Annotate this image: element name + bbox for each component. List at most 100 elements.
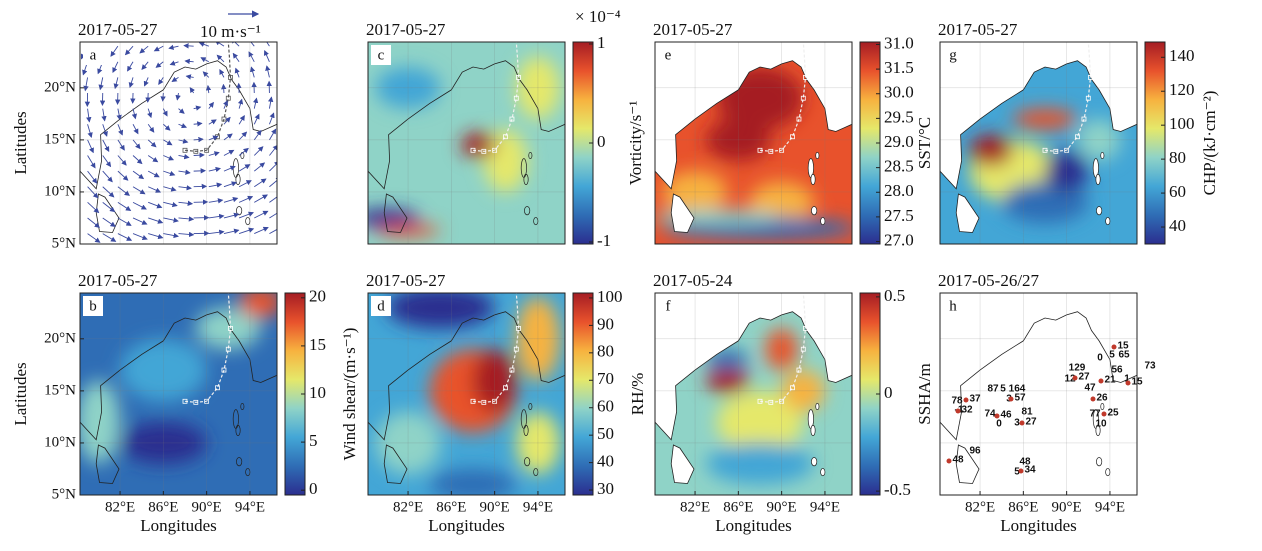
station-label: 3 <box>1014 418 1020 429</box>
track-point <box>470 398 476 404</box>
track-point <box>779 398 785 404</box>
wind-arrow <box>237 98 244 109</box>
track-point <box>182 147 188 153</box>
wind-arrow <box>87 139 94 154</box>
track-point <box>193 399 199 405</box>
track-point <box>1081 116 1087 122</box>
land <box>655 293 852 440</box>
station-label: 26 <box>1096 393 1108 404</box>
colorbar-tick-label: 10 <box>309 383 326 402</box>
track-point <box>790 134 795 140</box>
field-blob <box>705 367 750 393</box>
wind-arrow <box>208 213 225 220</box>
colorbar-tick-label: 5 <box>309 431 318 450</box>
x-tick-label: 86°E <box>436 499 466 515</box>
track-point <box>481 148 487 154</box>
island <box>383 193 408 233</box>
island <box>383 444 408 484</box>
wind-arrow <box>117 233 133 241</box>
wind-arrow <box>117 170 129 181</box>
track-point <box>757 398 763 404</box>
colorbar-tick-label: 27.0 <box>884 230 914 249</box>
x-axis-label: Longitudes <box>1000 516 1077 535</box>
station-dot <box>1008 396 1014 402</box>
track-point <box>516 75 521 80</box>
station-dot <box>994 413 1000 419</box>
y-axis-label: Latitudes <box>11 111 30 174</box>
wind-arrow <box>221 83 227 94</box>
wind-arrow <box>219 69 225 78</box>
station-label: 10 <box>1095 419 1107 430</box>
wind-arrow <box>147 155 159 163</box>
map-body <box>655 42 852 244</box>
y-tick-label: 15°N <box>44 131 76 147</box>
station-label: 27 <box>1078 372 1090 383</box>
field-blob <box>429 468 517 495</box>
island <box>523 424 529 436</box>
wind-arrow <box>238 115 245 125</box>
wind-arrow <box>232 52 240 63</box>
wind-arrow <box>253 113 260 125</box>
island <box>811 457 818 467</box>
panel: b 2017-05-27 5°N 10°N 15°N 20°N 82°E 86°E 90°E 94… <box>11 271 359 535</box>
track-point <box>803 75 808 80</box>
wind-arrow <box>160 92 166 102</box>
wind-arrow <box>216 54 225 63</box>
colorbar-label: SST/°C <box>915 117 934 169</box>
wind-arrow <box>234 67 240 78</box>
wind-arrow <box>178 200 194 207</box>
wind-arrow <box>163 201 178 208</box>
colorbar-tick-label: 15 <box>309 335 326 354</box>
track-point <box>481 399 487 405</box>
y-tick-label: 5°N <box>52 235 76 251</box>
wind-arrow <box>200 57 210 63</box>
panel: a 2017-05-27 5°N 10°N 15°N 20°N Latitudes <box>11 20 278 251</box>
island <box>815 403 820 410</box>
colorbar-tick-label: 29.0 <box>884 132 914 151</box>
x-tick-label: 86°E <box>1008 499 1038 515</box>
station-label: 96 <box>969 446 981 457</box>
station-dot <box>963 397 969 403</box>
x-tick-label: 82°E <box>680 499 710 515</box>
track-point <box>215 385 220 391</box>
colorbar-tick-label: 29.5 <box>884 107 914 126</box>
wind-arrow <box>269 176 277 188</box>
wind-arrow <box>223 212 240 219</box>
wind-arrow <box>252 97 259 109</box>
wind-arrow <box>208 198 224 204</box>
station-dot <box>955 408 961 414</box>
station-dot <box>1018 468 1024 474</box>
wind-arrow <box>132 186 146 195</box>
colorbar-tick-label: 30.0 <box>884 83 914 102</box>
wind-arrow <box>148 233 164 240</box>
wind-arrow <box>113 77 119 90</box>
panel-letter-box <box>371 296 391 316</box>
land <box>940 293 1137 440</box>
colorbar-tick-label: 28.0 <box>884 181 914 200</box>
wind-arrow <box>183 43 194 49</box>
wind-arrow <box>223 133 233 141</box>
station-dot <box>1019 420 1025 426</box>
cyclone-track <box>184 42 232 152</box>
track-point <box>221 367 227 373</box>
island <box>1100 152 1105 159</box>
panel-letter-box <box>658 296 678 316</box>
field <box>969 108 1121 224</box>
panel-date: 2017-05-27 <box>938 20 1018 39</box>
track-point <box>803 326 808 331</box>
wind-arrow <box>102 233 117 242</box>
wind-arrow <box>124 45 134 56</box>
panel-date: 2017-05-27 <box>653 20 733 39</box>
coastline <box>655 311 852 441</box>
y-tick-label: 10°N <box>44 183 76 199</box>
x-tick-label: 94°E <box>523 499 553 515</box>
station-label: 46 <box>1000 410 1012 421</box>
colorbar-tick-label: 0 <box>884 383 893 402</box>
wind-arrow <box>189 87 195 94</box>
wind-arrow <box>223 197 239 203</box>
island <box>1096 206 1103 216</box>
wind-arrow <box>117 201 132 212</box>
wind-arrow <box>87 170 98 184</box>
wind-arrow <box>249 66 256 78</box>
colorbar-tick-label: 0.5 <box>884 286 905 305</box>
